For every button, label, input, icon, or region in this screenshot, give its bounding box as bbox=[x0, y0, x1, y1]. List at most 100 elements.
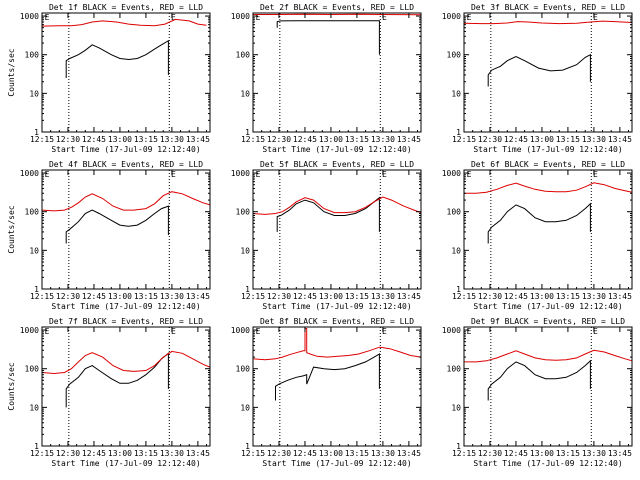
x-tick-label: 13:15 bbox=[134, 135, 158, 144]
x-tick-label: 13:30 bbox=[582, 449, 606, 458]
panel-title: Det 5f BLACK = Events, RED = LLD bbox=[260, 160, 414, 169]
y-tick-label: 100 bbox=[236, 51, 251, 60]
y-tick-label: 1 bbox=[34, 285, 39, 294]
x-tick-label: 12:15 bbox=[241, 449, 265, 458]
events-series-line bbox=[65, 205, 169, 244]
e-marker-label: E bbox=[45, 327, 50, 336]
x-tick-label: 13:00 bbox=[319, 449, 343, 458]
x-tick-label: 12:45 bbox=[82, 135, 106, 144]
x-tick-label: 12:45 bbox=[293, 292, 317, 301]
x-tick-label: 13:45 bbox=[186, 449, 210, 458]
x-tick-label: 12:45 bbox=[504, 135, 528, 144]
lld-series-line bbox=[41, 191, 211, 212]
plot-frame bbox=[463, 326, 633, 447]
y-axis-label: Counts/sec bbox=[7, 362, 16, 410]
x-tick-label: 13:45 bbox=[397, 292, 421, 301]
x-tick-label: 12:30 bbox=[478, 135, 502, 144]
y-tick-label: 100 bbox=[447, 365, 462, 374]
y-tick-label: 10 bbox=[29, 89, 39, 98]
plot-frame bbox=[41, 326, 211, 447]
y-tick-label: 100 bbox=[447, 208, 462, 217]
y-axis-label: Counts/sec bbox=[7, 205, 16, 253]
y-tick-label: 10 bbox=[451, 246, 461, 255]
y-tick-label: 1 bbox=[456, 442, 461, 451]
x-axis-label: Start Time (17-Jul-09 12:12:40) bbox=[473, 302, 622, 311]
x-tick-label: 13:00 bbox=[530, 135, 554, 144]
x-tick-label: 12:15 bbox=[452, 135, 476, 144]
x-tick-label: 13:45 bbox=[397, 449, 421, 458]
plot-frame bbox=[252, 169, 422, 290]
e-marker-label: E bbox=[382, 13, 387, 22]
events-series-line bbox=[65, 352, 169, 408]
events-series-line bbox=[487, 359, 591, 401]
e-marker-label: E bbox=[593, 13, 598, 22]
x-tick-label: 13:30 bbox=[160, 135, 184, 144]
y-tick-label: 10 bbox=[29, 403, 39, 412]
x-tick-label: 12:45 bbox=[504, 292, 528, 301]
x-tick-label: 13:15 bbox=[134, 449, 158, 458]
x-tick-label: 13:00 bbox=[108, 135, 132, 144]
lld-series-line bbox=[41, 350, 211, 375]
y-tick-label: 10 bbox=[240, 403, 250, 412]
e-marker-label: E bbox=[382, 170, 387, 179]
x-axis-label: Start Time (17-Jul-09 12:12:40) bbox=[262, 302, 411, 311]
x-tick-label: 12:45 bbox=[504, 449, 528, 458]
lld-series-line bbox=[464, 349, 633, 363]
e-marker-label: E bbox=[467, 327, 472, 336]
y-tick-label: 10 bbox=[29, 246, 39, 255]
x-tick-label: 12:45 bbox=[293, 449, 317, 458]
y-tick-label: 100 bbox=[25, 208, 40, 217]
e-marker-label: E bbox=[171, 13, 176, 22]
y-tick-label: 1 bbox=[456, 128, 461, 137]
y-tick-label: 10 bbox=[240, 89, 250, 98]
x-tick-label: 13:30 bbox=[582, 292, 606, 301]
y-tick-label: 1 bbox=[245, 285, 250, 294]
y-tick-label: 1 bbox=[34, 442, 39, 451]
x-axis-label: Start Time (17-Jul-09 12:12:40) bbox=[473, 459, 622, 468]
plot-frame bbox=[252, 326, 422, 447]
lld-series-line bbox=[464, 182, 633, 194]
events-series-line bbox=[276, 20, 380, 55]
x-axis-label: Start Time (17-Jul-09 12:12:40) bbox=[262, 145, 411, 154]
panel-title: Det 1f BLACK = Events, RED = LLD bbox=[49, 3, 203, 12]
y-tick-label: 1 bbox=[245, 128, 250, 137]
lld-series-line bbox=[253, 13, 422, 16]
y-tick-label: 1000 bbox=[231, 326, 250, 335]
x-tick-label: 13:30 bbox=[160, 449, 184, 458]
x-tick-label: 12:15 bbox=[30, 135, 54, 144]
x-tick-label: 12:15 bbox=[452, 292, 476, 301]
panel-title: Det 7f BLACK = Events, RED = LLD bbox=[49, 317, 203, 326]
plot-frame bbox=[463, 169, 633, 290]
x-tick-label: 13:15 bbox=[345, 135, 369, 144]
e-marker-label: E bbox=[593, 327, 598, 336]
lld-series-line bbox=[252, 328, 422, 361]
y-tick-label: 100 bbox=[236, 365, 251, 374]
x-tick-label: 12:30 bbox=[267, 135, 291, 144]
x-tick-label: 12:30 bbox=[56, 135, 80, 144]
y-tick-label: 1000 bbox=[442, 169, 461, 178]
x-tick-label: 13:30 bbox=[371, 292, 395, 301]
y-tick-label: 1000 bbox=[20, 12, 39, 21]
e-marker-label: E bbox=[256, 13, 261, 22]
x-tick-label: 13:45 bbox=[608, 135, 632, 144]
x-tick-label: 13:00 bbox=[319, 292, 343, 301]
x-tick-label: 12:30 bbox=[267, 449, 291, 458]
x-tick-label: 13:30 bbox=[582, 135, 606, 144]
x-tick-label: 12:15 bbox=[30, 449, 54, 458]
x-tick-label: 12:45 bbox=[293, 135, 317, 144]
x-tick-label: 13:30 bbox=[160, 292, 184, 301]
y-tick-label: 1000 bbox=[231, 12, 250, 21]
e-marker-label: E bbox=[171, 170, 176, 179]
x-tick-label: 13:15 bbox=[556, 135, 580, 144]
x-tick-label: 13:45 bbox=[608, 449, 632, 458]
panel-title: Det 2f BLACK = Events, RED = LLD bbox=[260, 3, 414, 12]
e-marker-label: E bbox=[256, 327, 261, 336]
x-tick-label: 13:15 bbox=[134, 292, 158, 301]
